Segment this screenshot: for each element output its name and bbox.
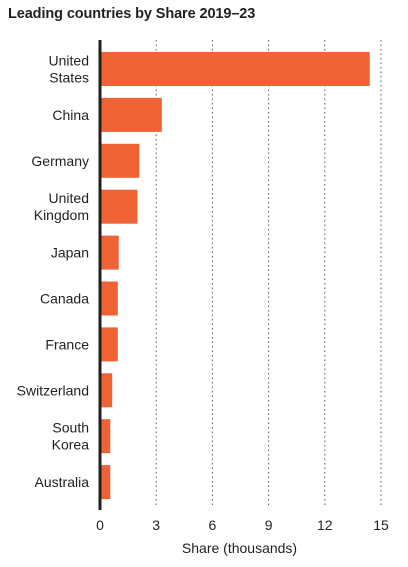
category-label-4: Japan bbox=[51, 245, 89, 261]
bar-3 bbox=[100, 189, 138, 224]
bar-6 bbox=[100, 327, 118, 362]
x-tick-label-5: 15 bbox=[373, 517, 389, 533]
bars bbox=[100, 52, 370, 500]
category-label-0: United States bbox=[49, 53, 89, 86]
category-labels: United States China Germany United Kingdom Jap… bbox=[17, 53, 90, 491]
category-label-5: Canada bbox=[40, 291, 89, 307]
x-tick-label-4: 12 bbox=[317, 517, 333, 533]
x-tick-label-1: 3 bbox=[152, 517, 160, 533]
bar-1 bbox=[100, 97, 162, 132]
chart-title: Leading countries by Share 2019–23 bbox=[8, 6, 256, 22]
category-label-2: Germany bbox=[31, 153, 89, 169]
bar-7 bbox=[100, 373, 113, 408]
bar-8 bbox=[100, 419, 111, 454]
bar-0 bbox=[100, 52, 370, 86]
bar-5 bbox=[100, 281, 118, 316]
x-tick-label-3: 9 bbox=[265, 517, 273, 533]
category-label-3: United Kingdom bbox=[34, 190, 89, 223]
x-axis-label: Share (thousands) bbox=[182, 540, 297, 556]
gridlines bbox=[155, 40, 382, 505]
x-tick-label-2: 6 bbox=[209, 517, 217, 533]
bar-2 bbox=[100, 143, 140, 178]
bar-9 bbox=[100, 465, 111, 500]
bar-4 bbox=[100, 235, 119, 270]
category-label-8: South Korea bbox=[52, 420, 90, 453]
category-label-9: Australia bbox=[35, 474, 90, 490]
x-tick-label-0: 0 bbox=[96, 517, 104, 533]
category-label-6: France bbox=[45, 336, 89, 352]
category-label-7: Switzerland bbox=[17, 382, 89, 398]
x-tick-labels: 0 3 6 9 12 15 bbox=[96, 517, 389, 533]
category-label-1: China bbox=[52, 107, 89, 123]
